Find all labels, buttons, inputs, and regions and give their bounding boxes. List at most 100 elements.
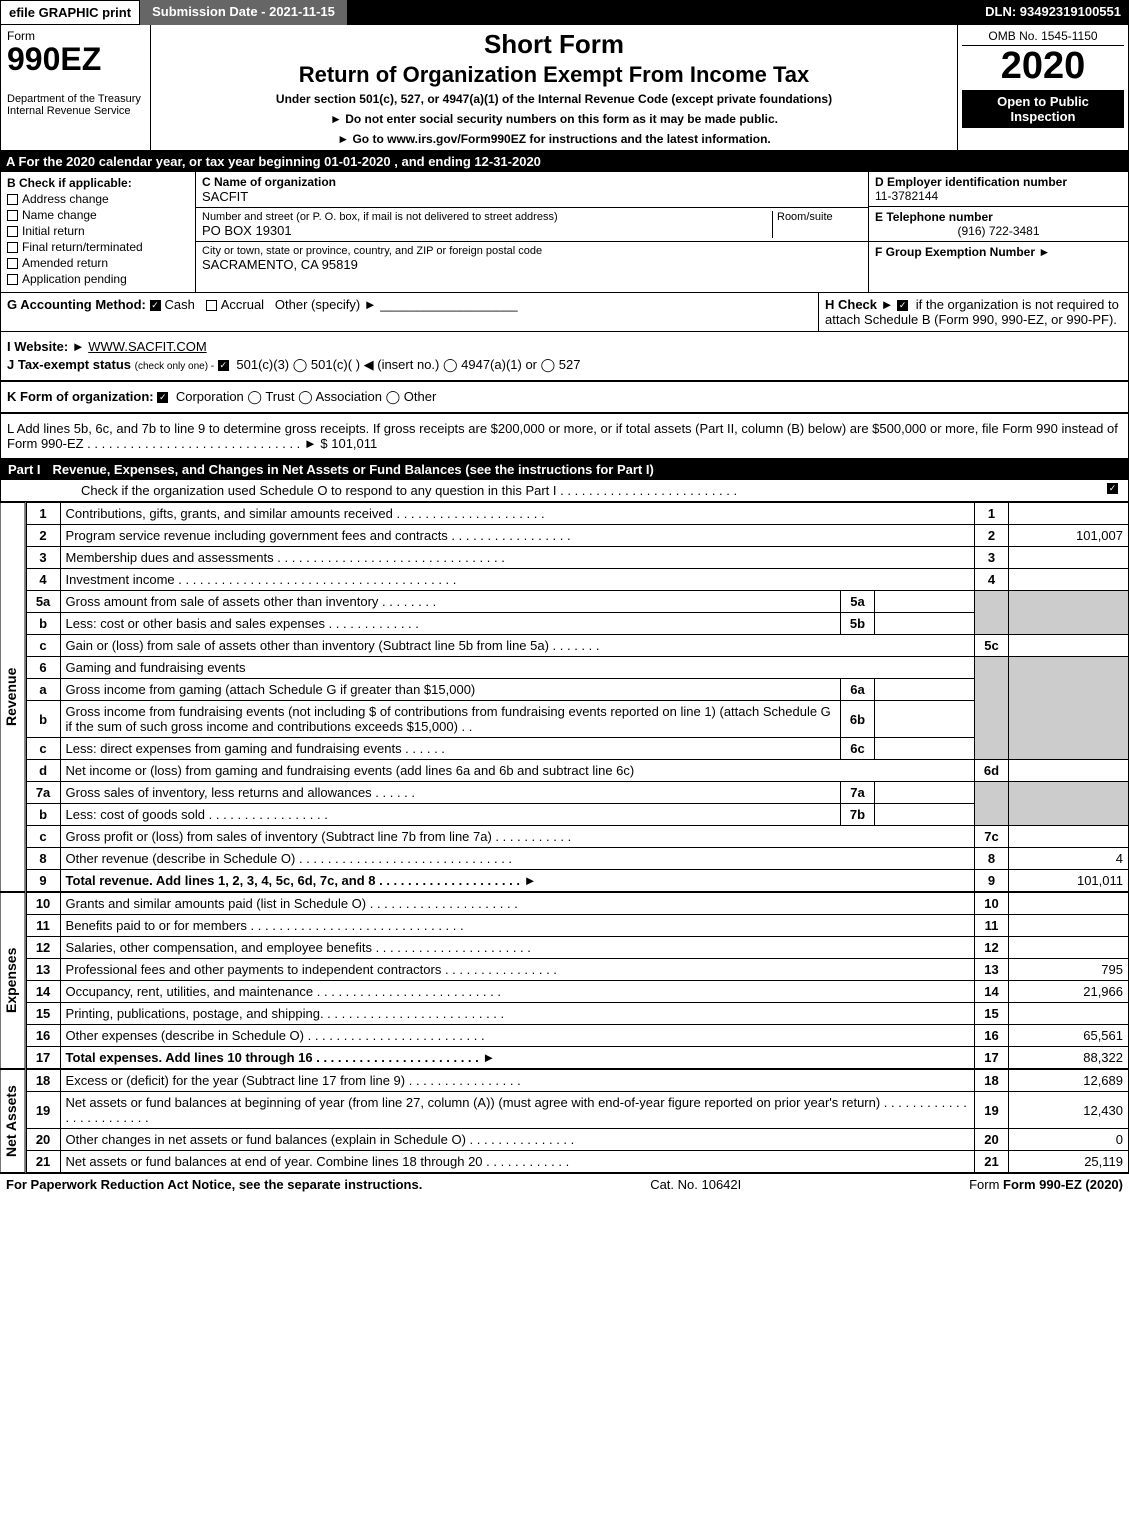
addr-cell: Number and street (or P. O. box, if mail… bbox=[196, 208, 868, 242]
submission-date: Submission Date - 2021-11-15 bbox=[140, 0, 347, 25]
part-i-checkline: Check if the organization used Schedule … bbox=[81, 483, 1107, 498]
line-7ab-gray bbox=[975, 782, 1009, 826]
line-6a-num: a bbox=[26, 679, 60, 701]
city-value: SACRAMENTO, CA 95819 bbox=[202, 257, 862, 272]
line-5b: bLess: cost or other basis and sales exp… bbox=[26, 613, 1128, 635]
line-3-num: 3 bbox=[26, 547, 60, 569]
goto-link[interactable]: ► Go to www.irs.gov/Form990EZ for instru… bbox=[159, 132, 949, 146]
chk-accrual-icon[interactable] bbox=[206, 300, 217, 311]
chk-corp-icon[interactable]: ✓ bbox=[157, 392, 168, 403]
l-text: L Add lines 5b, 6c, and 7b to line 9 to … bbox=[7, 421, 1118, 451]
netassets-table: 18Excess or (deficit) for the year (Subt… bbox=[26, 1069, 1129, 1173]
row-l: L Add lines 5b, 6c, and 7b to line 9 to … bbox=[7, 421, 1122, 451]
line-8-sn: 8 bbox=[975, 848, 1009, 870]
chk-amended-return[interactable]: Amended return bbox=[7, 256, 189, 270]
box-d: D Employer identification number 11-3782… bbox=[869, 172, 1128, 207]
line-18-sv: 12,689 bbox=[1009, 1070, 1129, 1092]
line-2-sv: 101,007 bbox=[1009, 525, 1129, 547]
city-cell: City or town, state or province, country… bbox=[196, 242, 868, 275]
line-1-num: 1 bbox=[26, 503, 60, 525]
footer-right-text: Form 990-EZ (2020) bbox=[1003, 1177, 1123, 1192]
expenses-table: 10Grants and similar amounts paid (list … bbox=[26, 892, 1129, 1069]
chk-h-icon[interactable]: ✓ bbox=[897, 300, 908, 311]
line-5b-inval bbox=[875, 613, 975, 635]
ein-value: 11-3782144 bbox=[875, 189, 1122, 203]
line-2-desc: Program service revenue including govern… bbox=[60, 525, 974, 547]
line-10-num: 10 bbox=[26, 893, 60, 915]
line-6d-desc: Net income or (loss) from gaming and fun… bbox=[60, 760, 974, 782]
line-18-sn: 18 bbox=[975, 1070, 1009, 1092]
line-17-desc: Total expenses. Add lines 10 through 16 … bbox=[60, 1047, 974, 1069]
line-6b-in: 6b bbox=[841, 701, 875, 738]
ein-label: D Employer identification number bbox=[875, 175, 1122, 189]
line-19-num: 19 bbox=[26, 1092, 60, 1129]
line-16-sv: 65,561 bbox=[1009, 1025, 1129, 1047]
line-15-desc: Printing, publications, postage, and shi… bbox=[60, 1003, 974, 1025]
line-14-desc: Occupancy, rent, utilities, and maintena… bbox=[60, 981, 974, 1003]
line-12-sv bbox=[1009, 937, 1129, 959]
j-opts: 501(c)(3) ◯ 501(c)( ) ◀ (insert no.) ◯ 4… bbox=[236, 357, 580, 372]
chk-application-pending-label: Application pending bbox=[22, 272, 127, 286]
box-f: F Group Exemption Number ► bbox=[869, 242, 1128, 292]
line-11: 11Benefits paid to or for members . . . … bbox=[26, 915, 1128, 937]
line-8-sv: 4 bbox=[1009, 848, 1129, 870]
line-20-num: 20 bbox=[26, 1129, 60, 1151]
subtitle: Under section 501(c), 527, or 4947(a)(1)… bbox=[159, 92, 949, 106]
dept-label: Department of the Treasury bbox=[7, 93, 144, 105]
room-label: Room/suite bbox=[777, 211, 862, 223]
g-label: G Accounting Method: bbox=[7, 297, 146, 312]
line-19-sv: 12,430 bbox=[1009, 1092, 1129, 1129]
line-16-sn: 16 bbox=[975, 1025, 1009, 1047]
website-link[interactable]: WWW.SACFIT.COM bbox=[88, 339, 206, 354]
revenue-vertical-label: Revenue bbox=[0, 502, 26, 892]
line-17-sv: 88,322 bbox=[1009, 1047, 1129, 1069]
line-5a-inval bbox=[875, 591, 975, 613]
line-16: 16Other expenses (describe in Schedule O… bbox=[26, 1025, 1128, 1047]
line-13-desc: Professional fees and other payments to … bbox=[60, 959, 974, 981]
chk-name-change[interactable]: Name change bbox=[7, 208, 189, 222]
box-c: C Name of organization SACFIT Number and… bbox=[196, 172, 868, 292]
line-18-desc: Excess or (deficit) for the year (Subtra… bbox=[60, 1070, 974, 1092]
line-3-desc: Membership dues and assessments . . . . … bbox=[60, 547, 974, 569]
chk-schedule-o-icon[interactable]: ✓ bbox=[1107, 483, 1118, 494]
line-7a-inval bbox=[875, 782, 975, 804]
line-19: 19Net assets or fund balances at beginni… bbox=[26, 1092, 1128, 1129]
chk-501c3-icon[interactable]: ✓ bbox=[218, 360, 229, 371]
revenue-table: 1Contributions, gifts, grants, and simil… bbox=[26, 502, 1129, 892]
part-i-header: Part I Revenue, Expenses, and Changes in… bbox=[0, 459, 1129, 480]
line-6d-sv bbox=[1009, 760, 1129, 782]
header-left: Form 990EZ Department of the Treasury In… bbox=[1, 25, 151, 150]
g-accrual: Accrual bbox=[221, 297, 264, 312]
addr-value: PO BOX 19301 bbox=[202, 223, 772, 238]
h-label: H Check ► bbox=[825, 297, 894, 312]
line-6-desc: Gaming and fundraising events bbox=[60, 657, 974, 679]
chk-cash-icon[interactable]: ✓ bbox=[150, 300, 161, 311]
chk-application-pending[interactable]: Application pending bbox=[7, 272, 189, 286]
line-5c-desc: Gain or (loss) from sale of assets other… bbox=[60, 635, 974, 657]
dln: DLN: 93492319100551 bbox=[977, 0, 1129, 25]
line-17-num: 17 bbox=[26, 1047, 60, 1069]
line-6a: aGross income from gaming (attach Schedu… bbox=[26, 679, 1128, 701]
form-header: Form 990EZ Department of the Treasury In… bbox=[0, 25, 1129, 151]
info-block: B Check if applicable: Address change Na… bbox=[0, 172, 1129, 293]
chk-final-return[interactable]: Final return/terminated bbox=[7, 240, 189, 254]
chk-initial-return[interactable]: Initial return bbox=[7, 224, 189, 238]
line-7c-sn: 7c bbox=[975, 826, 1009, 848]
netassets-section: Net Assets 18Excess or (deficit) for the… bbox=[0, 1069, 1129, 1173]
line-6c: cLess: direct expenses from gaming and f… bbox=[26, 738, 1128, 760]
line-13: 13Professional fees and other payments t… bbox=[26, 959, 1128, 981]
line-10-desc: Grants and similar amounts paid (list in… bbox=[60, 893, 974, 915]
revenue-section: Revenue 1Contributions, gifts, grants, a… bbox=[0, 502, 1129, 892]
line-15: 15Printing, publications, postage, and s… bbox=[26, 1003, 1128, 1025]
footer-mid: Cat. No. 10642I bbox=[650, 1177, 741, 1192]
line-6-gray-val bbox=[1009, 657, 1129, 760]
phone-value: (916) 722-3481 bbox=[875, 224, 1122, 238]
row-i: I Website: ► WWW.SACFIT.COM bbox=[7, 339, 1122, 354]
chk-address-change[interactable]: Address change bbox=[7, 192, 189, 206]
line-21-sv: 25,119 bbox=[1009, 1151, 1129, 1173]
line-7c: cGross profit or (loss) from sales of in… bbox=[26, 826, 1128, 848]
line-12-num: 12 bbox=[26, 937, 60, 959]
line-10-sn: 10 bbox=[975, 893, 1009, 915]
line-6c-num: c bbox=[26, 738, 60, 760]
efile-label: efile GRAPHIC print bbox=[0, 0, 140, 25]
